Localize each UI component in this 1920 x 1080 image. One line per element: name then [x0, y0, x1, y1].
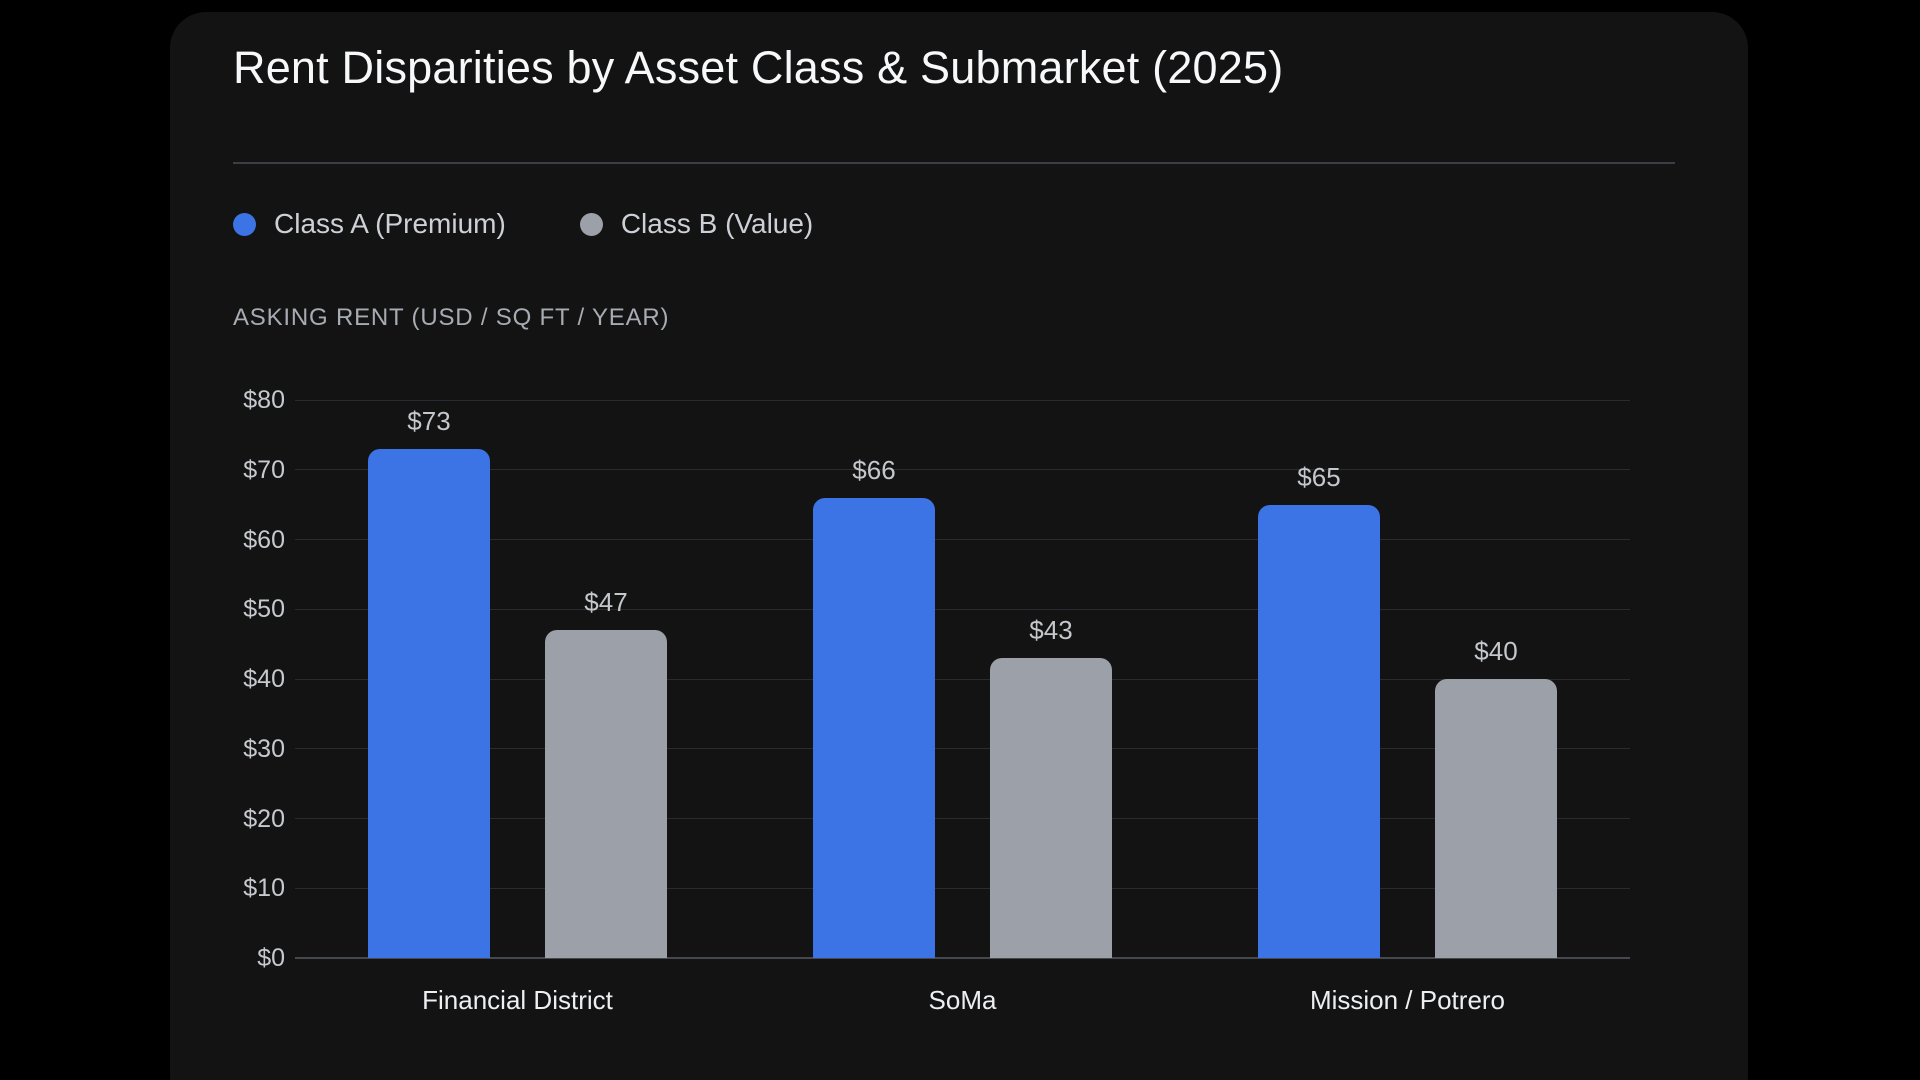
- y-tick-label: $10: [243, 874, 285, 903]
- bar-class-b-value-mission-potrero: [1435, 679, 1557, 958]
- bar-class-b-value-soma: [990, 658, 1112, 958]
- chart-title: Rent Disparities by Asset Class & Submar…: [233, 42, 1284, 93]
- legend: Class A (Premium) Class B (Value): [233, 208, 813, 240]
- y-axis-title: ASKING RENT (USD / SQ FT / YEAR): [233, 304, 670, 331]
- x-axis-baseline: [295, 957, 1630, 959]
- y-tick-label: $60: [243, 525, 285, 554]
- bar-value-label: $73: [407, 405, 451, 436]
- gridline: [295, 539, 1630, 540]
- y-tick-label: $80: [243, 386, 285, 414]
- y-tick-label: $30: [243, 734, 285, 763]
- x-axis-label-financial-district: Financial District: [422, 985, 613, 1015]
- y-tick-label: $50: [243, 595, 285, 624]
- legend-label: Class B (Value): [620, 208, 814, 239]
- y-tick-label: $40: [243, 665, 285, 693]
- gridline: [295, 748, 1630, 750]
- x-axis-label-soma: SoMa: [928, 985, 997, 1015]
- gridline: [295, 678, 1630, 680]
- y-tick-label: $70: [243, 455, 285, 484]
- y-tick-label: $0: [257, 944, 285, 972]
- bar-class-a-premium-soma: [813, 497, 935, 958]
- legend-item-class-b-value: Class B (Value): [579, 208, 814, 240]
- bar-value-label: $43: [1029, 615, 1073, 646]
- bar-value-label: $66: [852, 454, 896, 485]
- gridline: [295, 887, 1630, 889]
- y-tick-label: $20: [243, 804, 285, 833]
- legend-swatch-class-a-premium: [233, 212, 256, 236]
- chart-card: Rent Disparities by Asset Class & Submar…: [170, 12, 1748, 1080]
- legend-label: Class A (Premium): [274, 208, 506, 239]
- legend-item-class-a-premium: Class A (Premium): [233, 208, 506, 240]
- bar-value-label: $47: [584, 587, 628, 618]
- legend-swatch-class-b-value: [579, 212, 603, 236]
- title-divider: [233, 162, 1675, 164]
- gridline: [295, 608, 1630, 610]
- bar-value-label: $65: [1297, 461, 1341, 492]
- bar-class-a-premium-mission-potrero: [1258, 504, 1380, 958]
- bar-class-b-value-financial-district: [545, 630, 667, 958]
- bar-class-a-premium-financial-district: [368, 448, 490, 958]
- bar-chart: $0 $10 $20 $30 $40 $50 $60 $70 $80 $73 $47 Financia…: [180, 386, 1640, 1060]
- bar-value-label: $40: [1474, 636, 1518, 666]
- gridline: [295, 469, 1630, 471]
- gridline: [295, 818, 1630, 819]
- x-axis-label-mission-potrero: Mission / Potrero: [1309, 985, 1506, 1015]
- gridline: [295, 399, 1630, 401]
